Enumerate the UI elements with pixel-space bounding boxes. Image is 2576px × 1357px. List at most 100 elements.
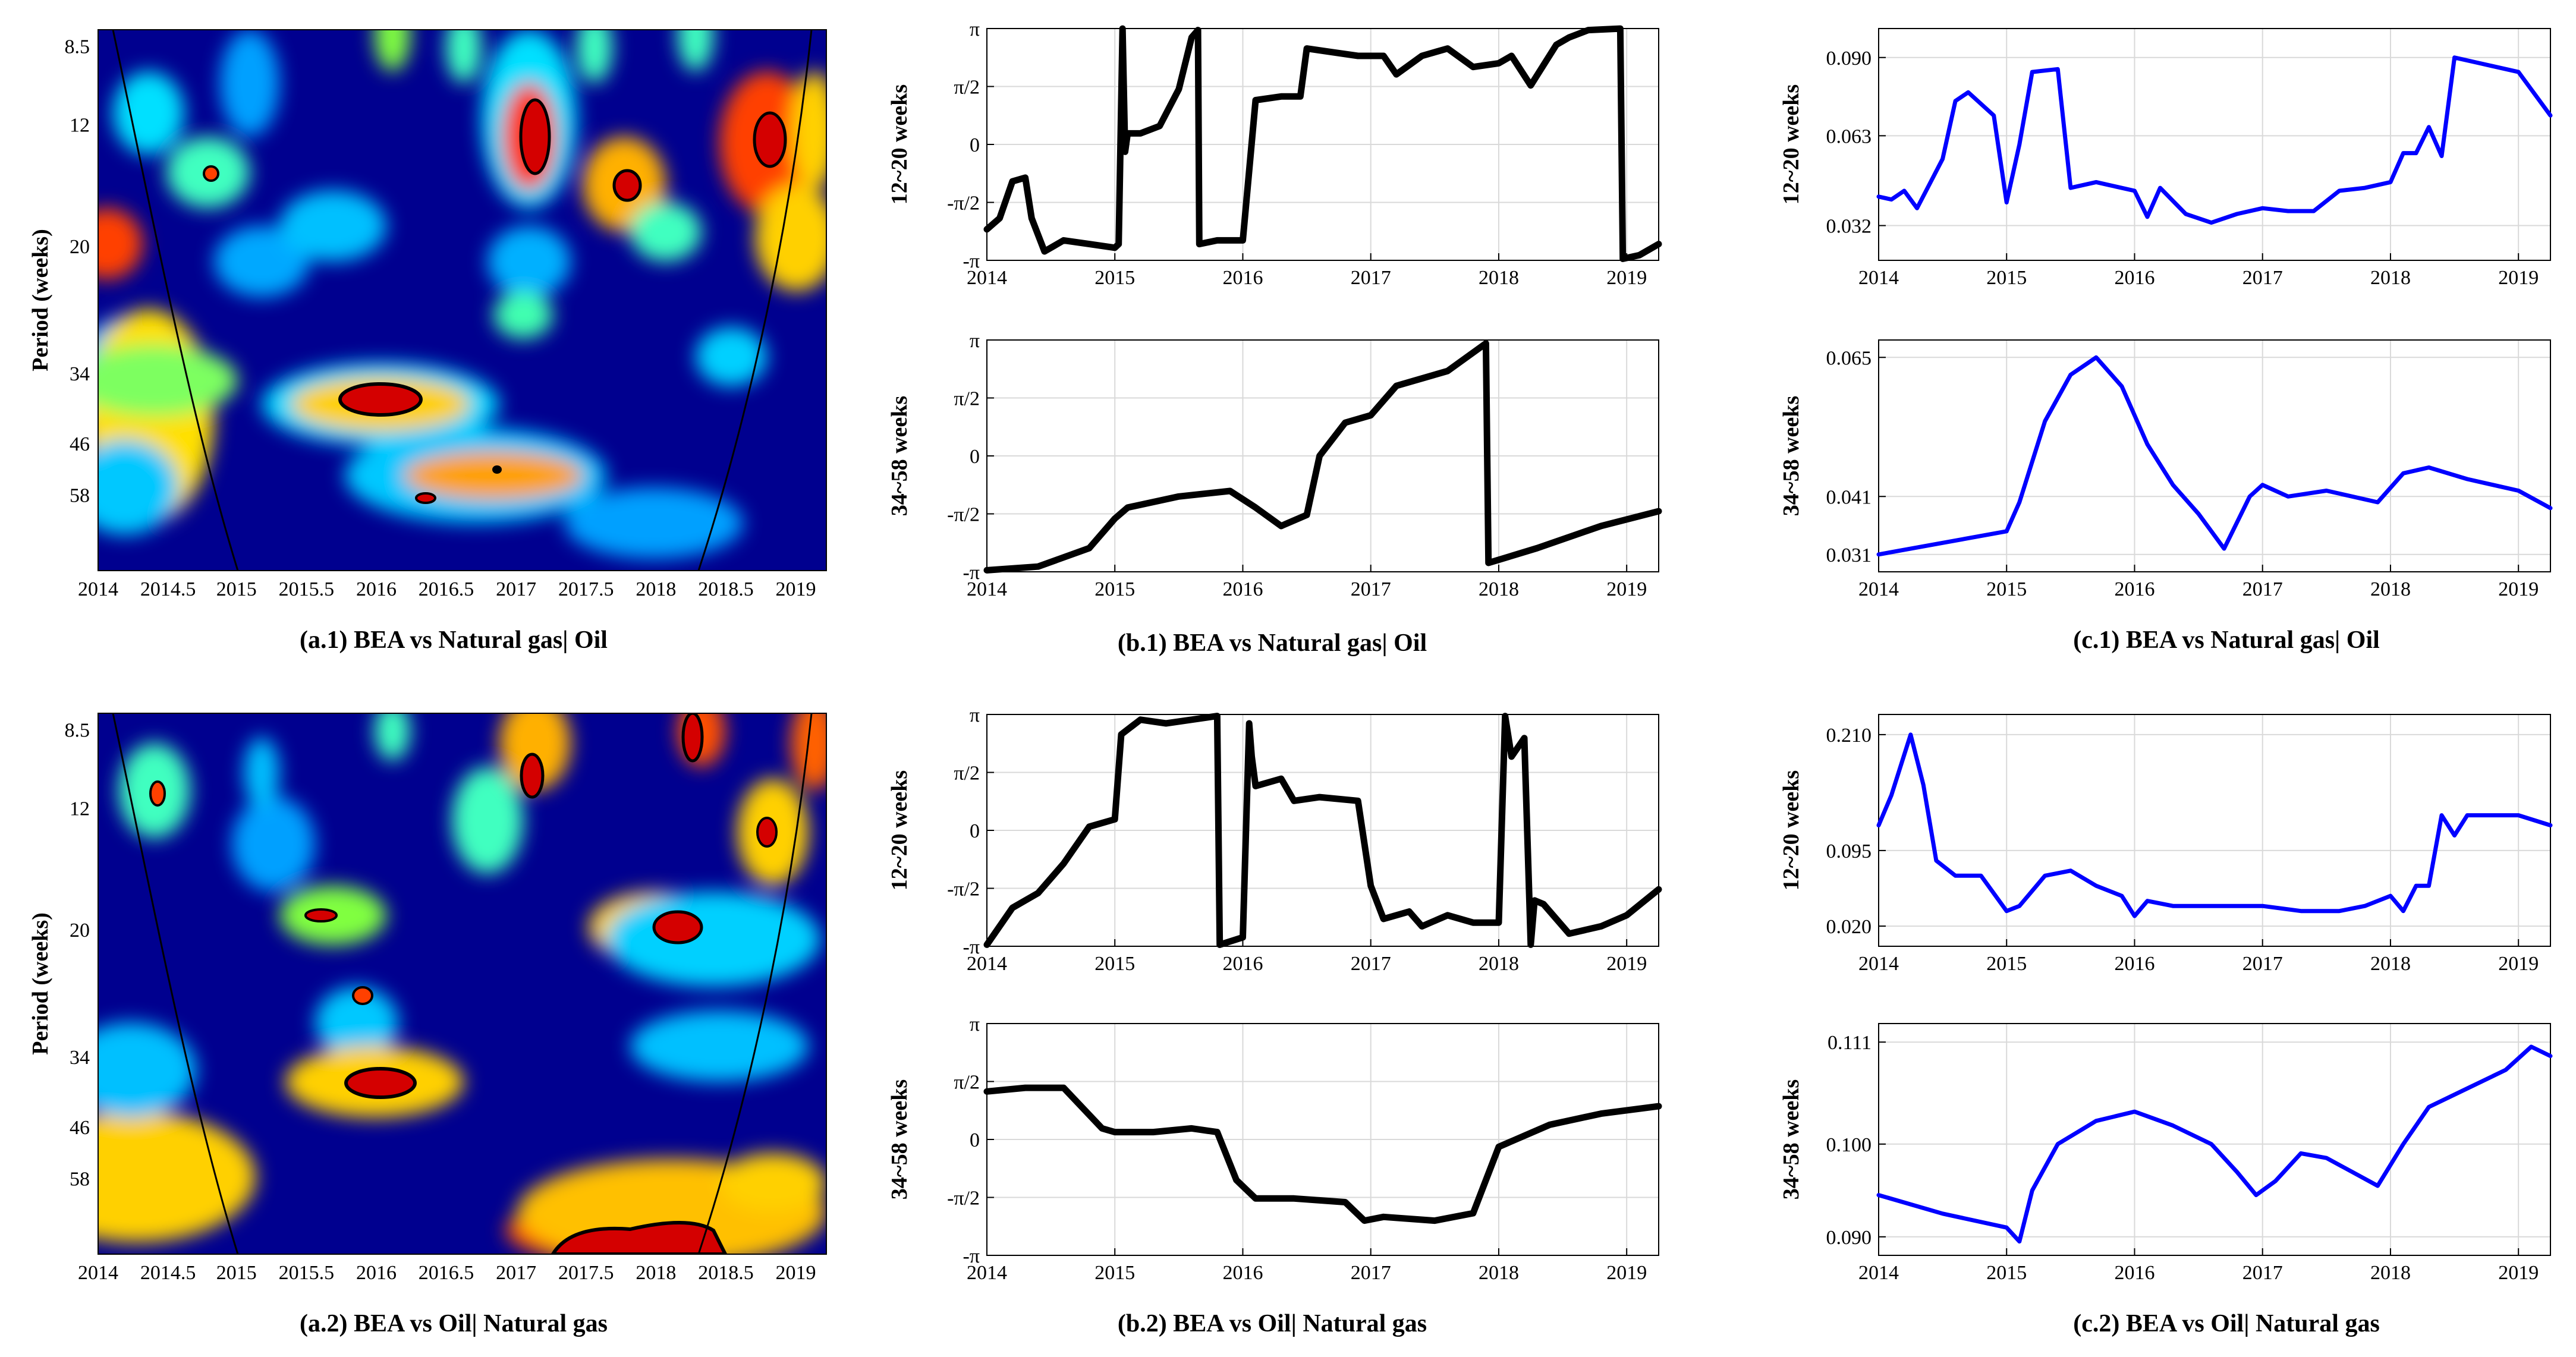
wavelet-a1-xtick-labels: 2014 2014.5 2015 2015.5 2016 2016.5 2017 2017.5… <box>78 578 816 600</box>
xtick-label: 2017 <box>2242 578 2283 600</box>
xtick-label: 2018 <box>2370 267 2411 289</box>
xtick-label: 2016 <box>2114 267 2154 289</box>
wavelet-a1-xtick: 2016.5 <box>419 578 474 600</box>
xtick-label: 2014 <box>1858 953 1899 975</box>
xtick-label: 2016 <box>1222 267 1263 289</box>
ytick-label: 0 <box>970 134 980 156</box>
caption-c2: (c.2) BEA vs Oil| Natural gas <box>2073 1310 2380 1337</box>
xtick-label: 2014 <box>967 578 1007 600</box>
ytick-label: -π <box>963 936 980 958</box>
wavelet-a1-xtick: 2014 <box>78 578 118 600</box>
xtick-label: 2018 <box>1479 578 1519 600</box>
axes-frame <box>1878 714 2551 947</box>
series-line <box>1876 55 2553 225</box>
axes-frame <box>1878 28 2551 261</box>
xtick-label: 2016 <box>2114 578 2154 600</box>
caption-a2: (a.2) BEA vs Oil| Natural gas <box>300 1310 608 1337</box>
wavelet-a2-xtick: 2015 <box>216 1262 257 1284</box>
ytick-label: 0.063 <box>1826 125 1872 147</box>
wavelet-a2-xtick: 2018.5 <box>698 1262 754 1284</box>
wavelet-a1-xtick: 2018.5 <box>698 578 754 600</box>
line-chart-b2_bottom: 2014 2015 2016 2017 2018 2019 -π -π/2 0 π/2 π 34~58… <box>887 1013 1662 1284</box>
xtick-label: 2015 <box>1986 578 2027 600</box>
xtick-label: 2017 <box>1351 953 1391 975</box>
wavelet-panel-a1: 2014 2014.5 2015 2015.5 2016 2016.5 2017 2017.5… <box>28 29 827 654</box>
wavelet-a1-ytick: 58 <box>70 485 90 507</box>
series-line <box>1876 1044 2553 1244</box>
series-line <box>983 25 1662 262</box>
wavelet-a2-xtick-labels: 2014 2014.5 2015 2015.5 2016 2016.5 2017 2017.5… <box>78 1262 816 1284</box>
xtick-label: 2017 <box>1351 267 1391 289</box>
wavelet-a2-xtick: 2017.5 <box>558 1262 614 1284</box>
ytick-label: -π/2 <box>947 1188 980 1210</box>
series-line <box>1876 732 2553 918</box>
ytick-label: -π <box>963 1245 980 1267</box>
xtick-label: 2014 <box>1858 578 1899 600</box>
y-axis-label: 34~58 weeks <box>1779 396 1804 516</box>
y-axis-label: 34~58 weeks <box>887 1079 912 1199</box>
xtick-label: 2015 <box>1094 1262 1135 1284</box>
ytick-label: 0.095 <box>1826 840 1872 862</box>
ytick-label: π <box>970 18 980 40</box>
xtick-label: 2015 <box>1094 578 1135 600</box>
xtick-label: 2015 <box>1094 953 1135 975</box>
wavelet-a1-xtick: 2014.5 <box>140 578 196 600</box>
line-chart-b2_top: 2014 2015 2016 2017 2018 2019 -π -π/2 0 π/2 π 12~20… <box>887 704 1662 975</box>
wavelet-a1-ytick: 34 <box>70 363 90 385</box>
series-line <box>983 713 1662 948</box>
y-axis-label: 12~20 weeks <box>887 84 912 204</box>
xtick-label: 2017 <box>1351 578 1391 600</box>
xtick-label: 2015 <box>1986 953 2027 975</box>
series-line <box>983 340 1662 574</box>
xtick-label: 2015 <box>1986 1262 2027 1284</box>
wavelet-a2-xtick: 2014.5 <box>140 1262 196 1284</box>
xtick-label: 2014 <box>967 1262 1007 1284</box>
ytick-label: π/2 <box>954 77 980 99</box>
xtick-label: 2019 <box>1606 578 1647 600</box>
ytick-label: -π/2 <box>947 504 980 526</box>
line-chart-b1_top: 2014 2015 2016 2017 2018 2019 -π -π/2 0 π/2 π 12~20… <box>887 18 1662 289</box>
ytick-label: π/2 <box>954 388 980 410</box>
axes-frame <box>1878 339 2551 572</box>
caption-b1: (b.1) BEA vs Natural gas| Oil <box>1118 629 1427 657</box>
xtick-label: 2017 <box>2242 267 2283 289</box>
ytick-label: -π/2 <box>947 879 980 901</box>
wavelet-a2-xtick: 2019 <box>776 1262 816 1284</box>
ytick-label: π <box>970 330 980 352</box>
wavelet-a2-heatmap <box>98 713 826 1254</box>
line-chart-panels: 2014 2015 2016 2017 2018 2019 -π -π/2 0 π/2 π 12~20… <box>887 18 2553 1284</box>
wavelet-a2-ytick: 20 <box>70 920 90 942</box>
ytick-label: 0.210 <box>1826 725 1872 747</box>
wavelet-a2-xtick: 2018 <box>636 1262 676 1284</box>
line-chart-c2_top: 2014 2015 2016 2017 2018 2019 0.020 0.095 0.210 1… <box>1779 714 2553 975</box>
xtick-label: 2014 <box>1858 267 1899 289</box>
wavelet-a1-xtick: 2019 <box>776 578 816 600</box>
caption-a1: (a.1) BEA vs Natural gas| Oil <box>300 626 608 654</box>
xtick-label: 2016 <box>1222 1262 1263 1284</box>
ytick-label: 0.090 <box>1826 1227 1872 1249</box>
ytick-label: 0.090 <box>1826 48 1872 70</box>
xtick-label: 2019 <box>2498 267 2539 289</box>
xtick-label: 2017 <box>2242 1262 2283 1284</box>
wavelet-a2-xtick: 2014 <box>78 1262 118 1284</box>
xtick-label: 2016 <box>2114 953 2154 975</box>
wavelet-a1-xtick: 2016 <box>356 578 397 600</box>
xtick-label: 2016 <box>1222 953 1263 975</box>
xtick-label: 2016 <box>2114 1262 2154 1284</box>
wavelet-a2-xtick: 2016 <box>356 1262 397 1284</box>
wavelet-a1-xtick: 2017 <box>496 578 536 600</box>
line-chart-c1_top: 2014 2015 2016 2017 2018 2019 0.032 0.063 0.090 1… <box>1779 28 2553 289</box>
wavelet-a2-xtick: 2015.5 <box>279 1262 335 1284</box>
ytick-label: 0.031 <box>1826 544 1872 566</box>
ytick-label: 0.100 <box>1826 1134 1872 1156</box>
ytick-label: 0 <box>970 1129 980 1151</box>
series-line <box>983 1084 1662 1224</box>
xtick-label: 2019 <box>2498 953 2539 975</box>
wavelet-a2-ytick: 12 <box>70 798 90 820</box>
ytick-label: -π <box>963 250 980 272</box>
y-axis-label: 34~58 weeks <box>1779 1079 1804 1199</box>
axes-frame <box>1878 1023 2551 1256</box>
caption-b2: (b.2) BEA vs Oil| Natural gas <box>1118 1310 1427 1337</box>
